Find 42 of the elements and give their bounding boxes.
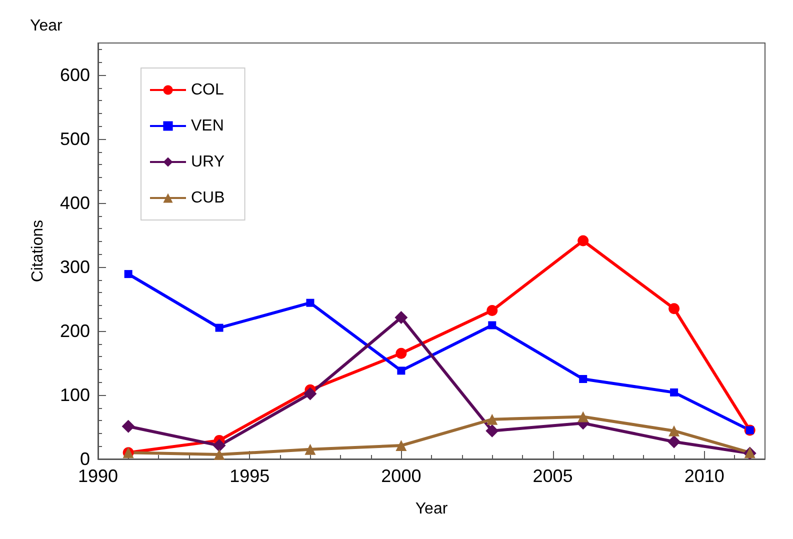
point <box>214 449 225 460</box>
y-axis-title: Citations <box>30 220 46 282</box>
point <box>486 305 498 316</box>
y-tick-label: 100 <box>60 385 90 405</box>
x-axis-title: Year <box>415 500 448 518</box>
legend-label: URY <box>191 154 225 170</box>
point <box>397 366 406 375</box>
x-tick-label: 1995 <box>230 466 270 486</box>
legend-label: VEN <box>191 118 224 134</box>
point <box>122 420 135 433</box>
legend-label: CUB <box>191 190 225 206</box>
point <box>668 435 681 448</box>
point <box>486 424 499 438</box>
point <box>486 414 498 425</box>
x-tick-label: 2000 <box>381 466 422 486</box>
y-tick-label: 300 <box>60 257 90 277</box>
point <box>396 348 407 359</box>
point <box>670 388 678 396</box>
x-tick-label: 1990 <box>78 466 118 486</box>
point <box>579 375 588 383</box>
point <box>304 387 317 400</box>
point <box>215 324 224 332</box>
point <box>488 321 496 330</box>
legend-label: COL <box>191 82 224 98</box>
y-tick-label: 600 <box>60 65 90 85</box>
point <box>578 411 589 422</box>
text: Year <box>30 18 63 34</box>
point <box>306 298 314 307</box>
y-tick-label: 400 <box>60 193 90 213</box>
point <box>124 270 132 278</box>
y-tick-label: 200 <box>60 321 90 341</box>
point <box>212 439 226 452</box>
x-tick-label: 2010 <box>684 466 724 486</box>
y-tick-label: 500 <box>60 129 90 149</box>
point <box>304 444 316 455</box>
point <box>578 235 589 246</box>
point <box>396 440 407 452</box>
x-tick-label: 2005 <box>532 466 573 486</box>
point <box>668 303 680 314</box>
y-tick-label: 0 <box>80 449 90 469</box>
point <box>668 425 680 436</box>
point <box>394 311 408 324</box>
